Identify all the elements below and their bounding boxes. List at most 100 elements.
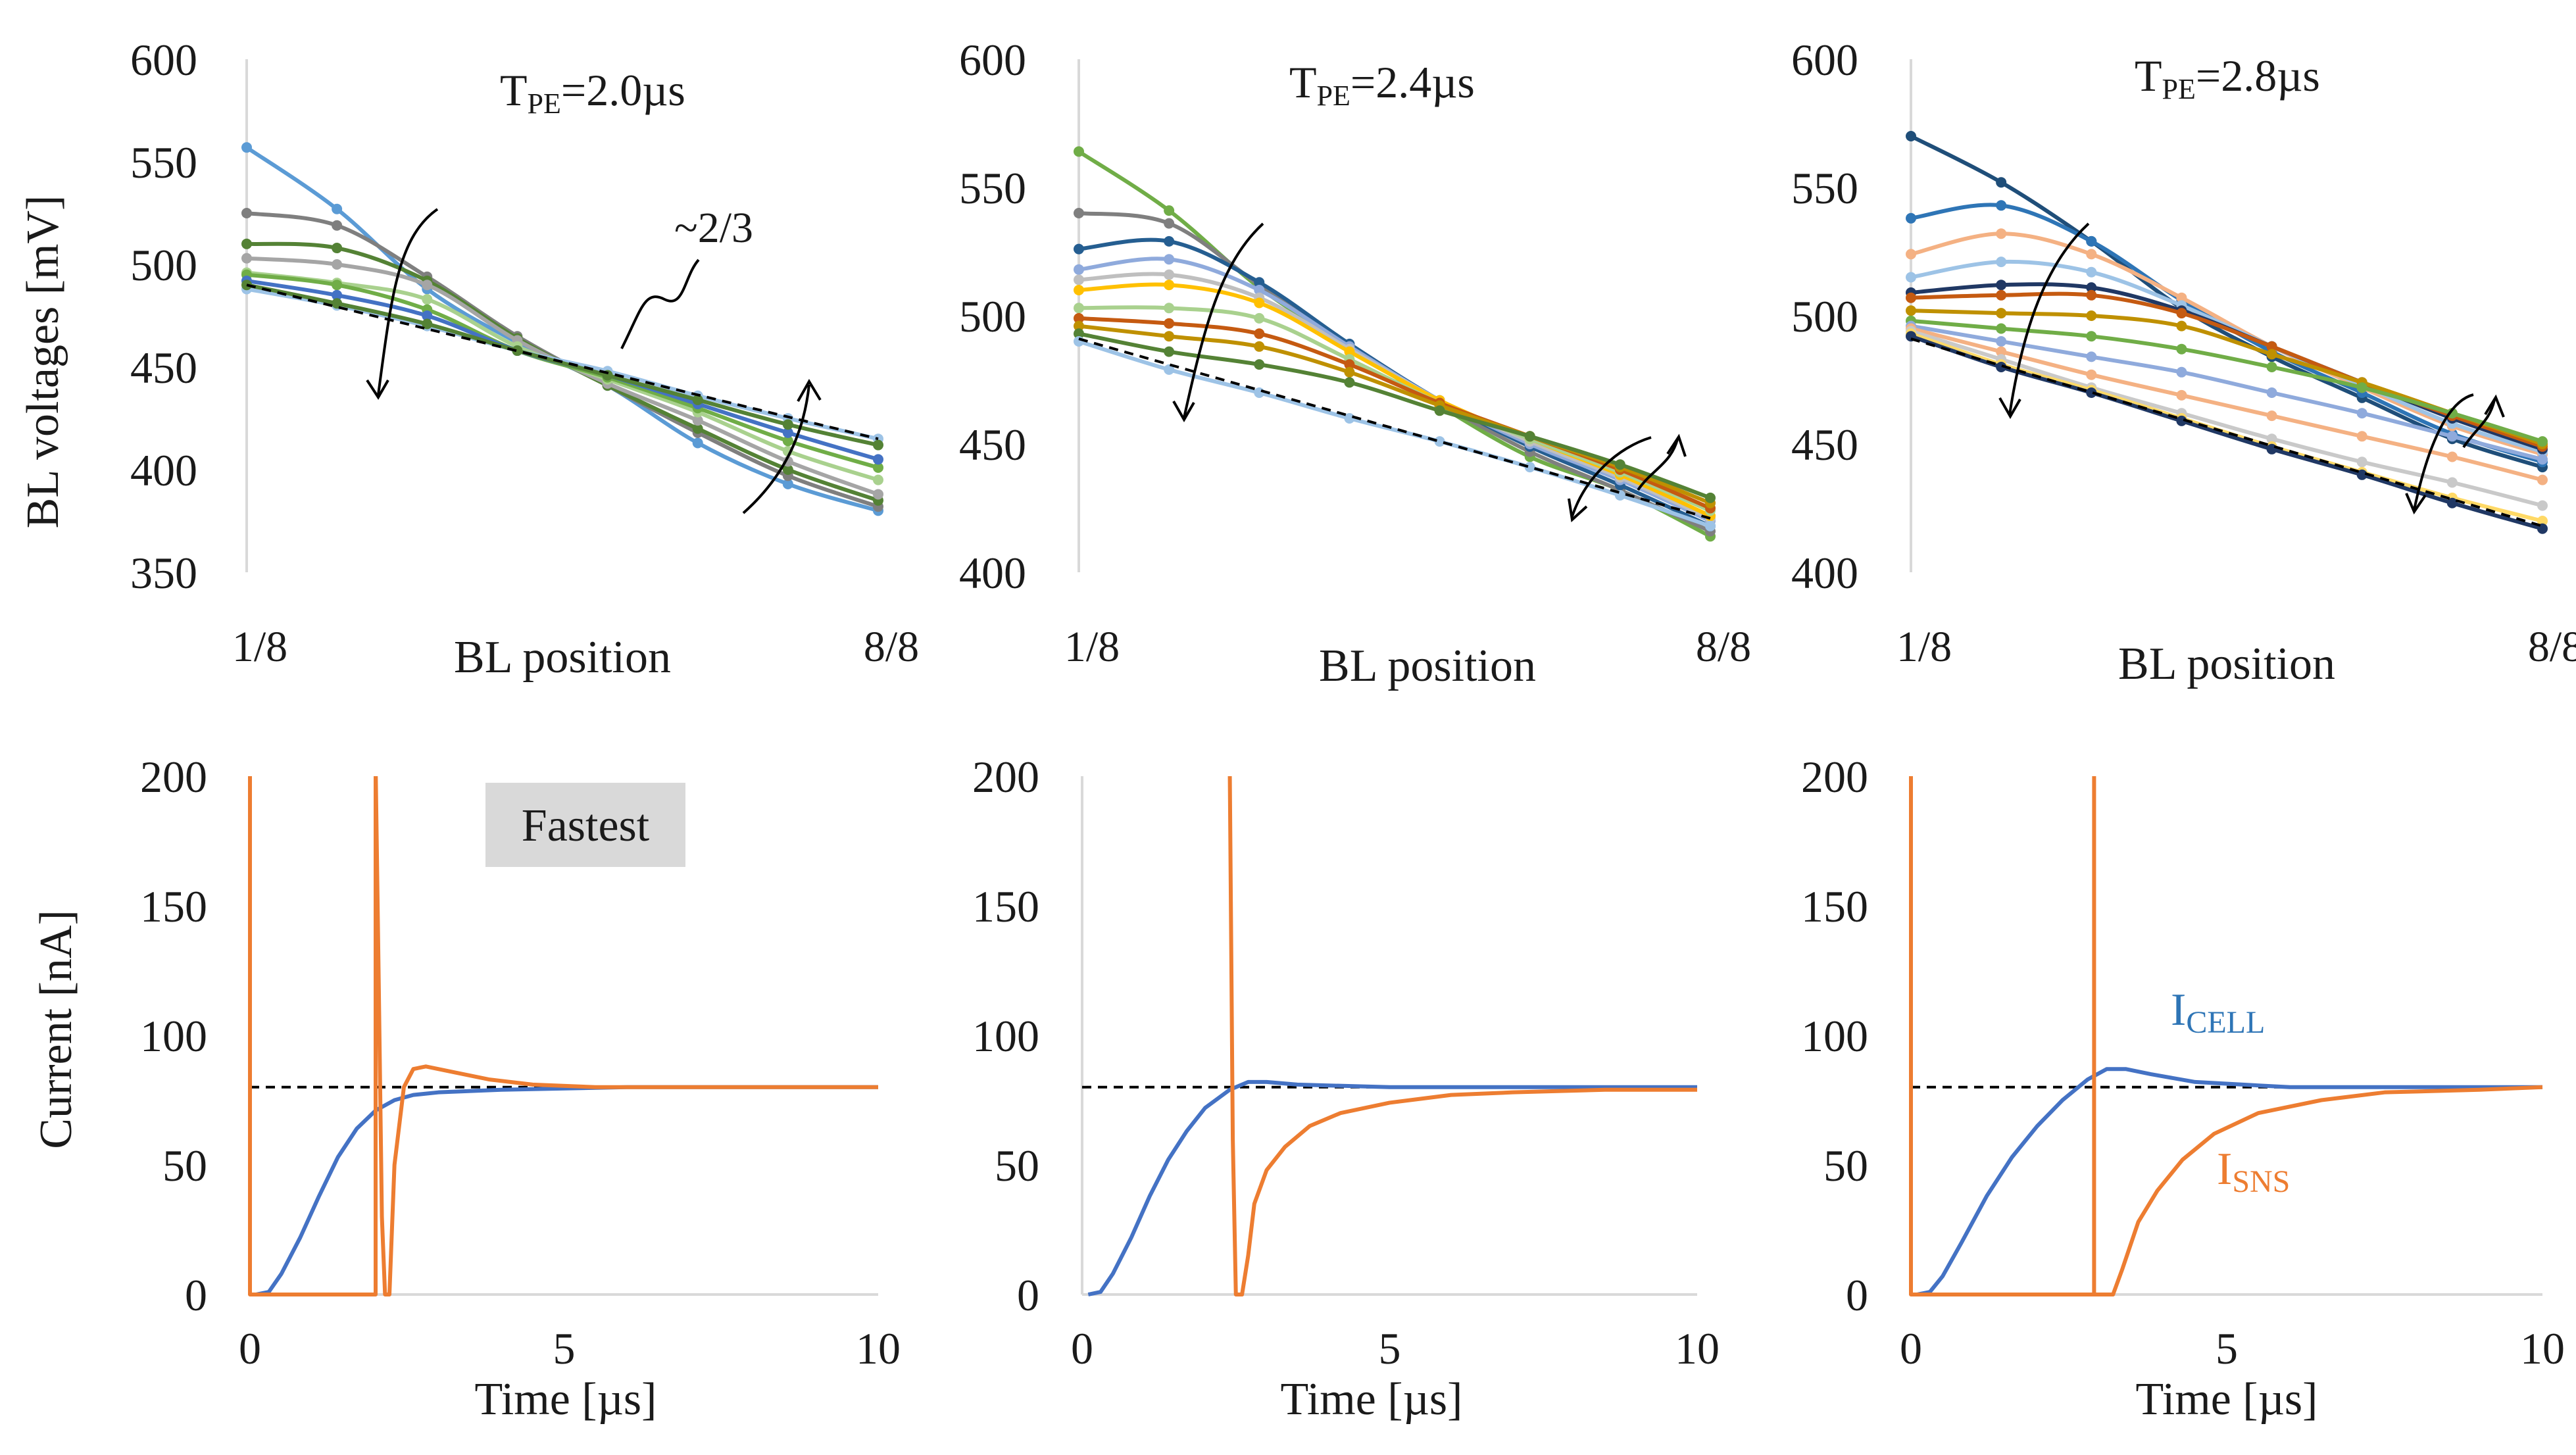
chart-bottom-2: 200 150 100 50 00 5 10 Time [µs] [972,752,1720,1425]
data-point-s3 [332,243,343,254]
ratio-leader-line [620,259,700,349]
y-tick-label: 150 [140,881,207,931]
data-point-s3 [2176,292,2187,303]
fastest-label: Fastest [522,801,650,851]
data-point-s10 [1614,459,1625,470]
legend-sns: ISNS [2217,1144,2290,1199]
data-point-s10 [2266,410,2277,422]
x-axis-label: Time [µs] [2136,1374,2318,1425]
ratio-annotation: ~2/3 [674,204,753,252]
x-tick-label: 0 [1900,1323,1922,1373]
data-point-s3 [2086,249,2097,260]
chart-top-1: 600 550 500 450 400 350 1/8 8/8 BL position TPE=2… [130,35,919,683]
data-point-s6 [2266,341,2277,352]
x-tick-label: 1/8 [232,623,287,671]
data-point-s4 [1996,257,2007,268]
data-point-s3 [1906,249,1916,260]
data-point-s11 [2537,500,2548,511]
data-point-s2 [1906,212,1916,224]
data-point-s5 [1164,269,1175,280]
data-point-s10 [1344,377,1355,388]
data-point-s8 [1254,328,1265,339]
trend-arrow-2c [1637,439,1679,491]
data-point-s6 [1074,285,1084,295]
data-point-s9 [2176,366,2187,378]
y-tick-label: 50 [1823,1141,1868,1191]
data-point-s9 [873,439,883,451]
data-point-s5 [1074,274,1084,285]
x-tick-label: 5 [2216,1323,2238,1373]
data-point-s11 [1164,364,1175,375]
x-tick-label: 0 [1071,1323,1093,1373]
bottom-ylabel: Current [nA] [31,910,82,1149]
trend-arrow-1a [377,208,439,395]
data-point-s12 [2537,516,2548,526]
x-tick-label: 10 [856,1323,901,1373]
data-point-s1 [692,437,703,449]
series-line-s8 [1910,318,2543,443]
data-point-s5 [422,294,433,305]
data-point-s11 [2446,477,2458,488]
y-tick-label: 450 [959,420,1026,470]
y-tick-label: 0 [185,1270,207,1320]
trend-arrow-3b [2413,393,2474,510]
trend-arrow-3a-head [1998,397,2021,420]
data-point-s9 [2266,387,2277,398]
data-point-s9 [2356,408,2367,419]
data-point-s6 [782,435,793,447]
series-line-s6 [1910,291,2543,449]
data-point-s3 [241,238,252,249]
x-tick-label: 1/8 [1896,623,1952,671]
data-point-s1 [1074,146,1084,157]
data-point-s5 [1996,280,2007,291]
data-point-s13 [2176,415,2187,426]
x-axis-label: BL position [454,632,671,683]
series-line-s9 [1078,324,1712,505]
trend-arrow-1b-head [797,379,822,402]
data-point-s11 [1705,520,1716,531]
y-tick-label: 0 [1846,1270,1868,1320]
trend-arrow-2c-head [1666,433,1687,457]
data-point-s9 [1254,341,1265,352]
data-point-s8 [2086,331,2097,342]
series-line-I_CELL [1916,1067,2542,1296]
data-point-s7 [1996,308,2007,319]
data-point-s3 [1254,277,1265,288]
y-tick-label: 400 [1791,548,1858,598]
chart-title-main: T [2135,51,2162,101]
data-point-s9 [512,345,523,357]
data-point-s11 [1254,387,1265,398]
data-point-s2 [2086,235,2097,247]
data-point-s10 [1164,346,1175,357]
series-line-s3 [1910,232,2543,456]
y-tick-label: 150 [972,881,1039,931]
data-point-s10 [1074,328,1084,339]
data-point-s6 [1254,297,1265,308]
y-tick-label: 50 [162,1141,207,1191]
series-line-I_CELL [255,1085,878,1296]
data-point-s8 [1996,323,2007,334]
data-point-s10 [2537,474,2548,485]
data-point-s11 [2266,433,2277,445]
data-point-s5 [2086,282,2097,293]
data-point-s9 [332,298,343,309]
trend-arrow-2a-head [1172,401,1195,423]
y-tick-label: 0 [1017,1270,1039,1320]
data-point-s2 [1996,200,2007,211]
y-tick-label: 400 [130,445,197,495]
data-point-s13 [1996,362,2007,372]
chart-title: TPE=2.4µs [1289,57,1475,112]
data-point-s1 [782,478,793,489]
x-tick-label: 10 [1675,1323,1720,1373]
series-line-I_SNS [1227,776,1697,1296]
chart-title: TPE=2.8µs [2135,51,2320,105]
legend-cell: ICELL [2171,985,2265,1040]
data-point-s9 [1344,366,1355,378]
data-point-s13 [2086,387,2097,398]
series-line-s9 [246,283,879,447]
chart-title-main: T [1289,57,1317,107]
data-point-s8 [2176,343,2187,355]
top-ylabel: BL voltages [mV] [18,195,68,529]
data-point-s3 [692,423,703,434]
x-tick-label: 5 [1379,1323,1401,1373]
